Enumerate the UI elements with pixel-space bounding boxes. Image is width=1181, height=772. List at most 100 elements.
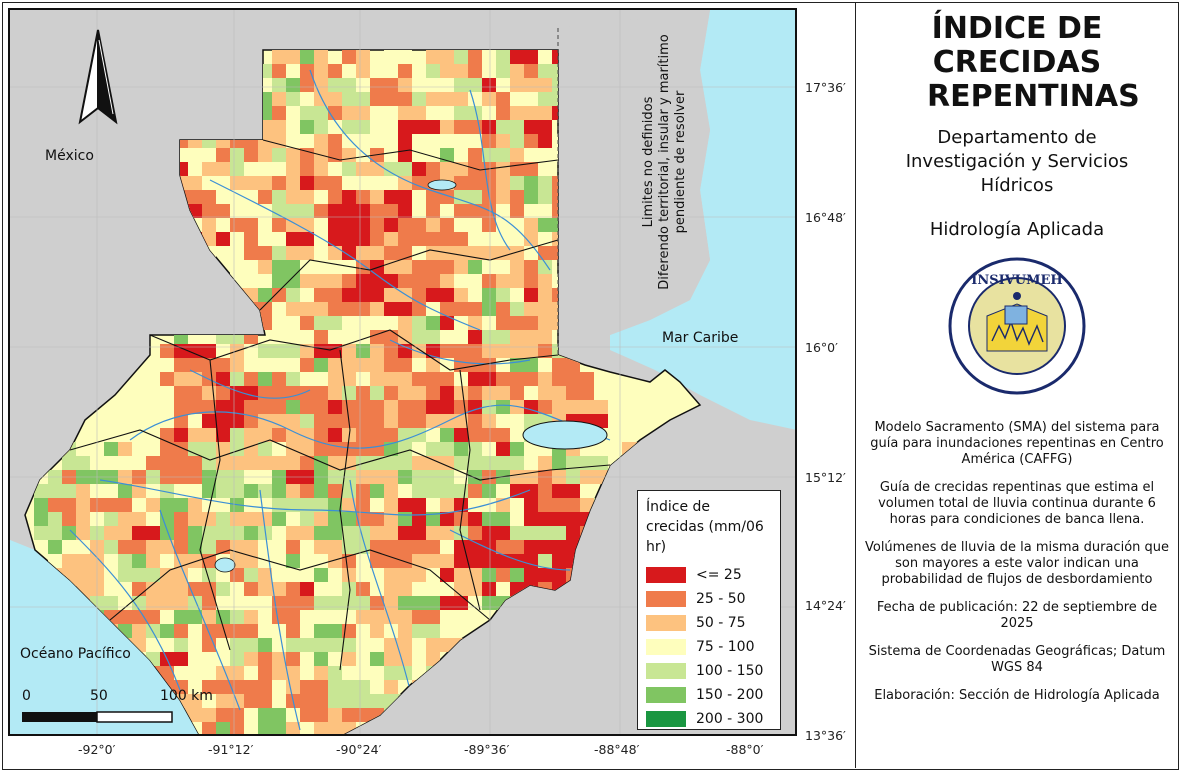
index-cell: [258, 540, 272, 554]
lat-tick: 16°0′: [805, 340, 838, 355]
guide-description: Guía de crecidas repentinas que estima e…: [878, 480, 1156, 527]
index-cell: [272, 218, 286, 232]
index-cell: [216, 274, 230, 302]
index-cell: [398, 64, 412, 78]
index-cell: [244, 106, 258, 120]
index-cell: [286, 722, 300, 736]
index-cell: [384, 246, 412, 260]
index-cell: [370, 638, 384, 652]
index-cell: [230, 92, 244, 106]
index-cell: [216, 50, 230, 64]
index-cell: [580, 498, 622, 512]
index-cell: [244, 232, 258, 260]
index-cell: [216, 78, 244, 92]
index-cell: [244, 582, 258, 596]
model-description: Modelo Sacramento (SMA) del sistema para…: [870, 420, 1164, 467]
index-cell: [272, 638, 286, 652]
index-cell: [356, 638, 370, 652]
volume-description: Volúmenes de lluvia de la misma duración…: [864, 540, 1170, 587]
index-cell: [482, 92, 496, 106]
river: [99, 479, 531, 516]
index-cell: [384, 484, 398, 498]
index-cell: [426, 232, 468, 246]
index-cell: [286, 512, 300, 526]
section-name: Hidrología Aplicada: [929, 219, 1105, 240]
index-cell: [454, 498, 468, 512]
index-cell: [468, 148, 482, 162]
index-cell: [328, 246, 342, 260]
index-cell: [524, 134, 538, 148]
index-cell: [482, 246, 496, 260]
legend-swatch: [646, 663, 686, 679]
lat-tick: 16°48′: [805, 210, 846, 225]
river: [349, 479, 411, 691]
index-cell: [356, 428, 370, 456]
legend-swatch: [646, 711, 686, 727]
index-cell: [342, 120, 370, 134]
index-cell: [202, 50, 230, 64]
map-panel[interactable]: México Mar Caribe Océano Pacífico 0 50 1…: [10, 10, 797, 736]
index-cell: [328, 414, 342, 428]
coordinate-system: Sistema de Coordenadas Geográficas; Datu…: [868, 644, 1166, 675]
index-cell: [454, 400, 468, 414]
index-cell: [244, 666, 258, 680]
index-cell: [370, 428, 384, 456]
north-arrow-icon: [78, 29, 118, 125]
index-cell: [342, 652, 356, 666]
index-cell: [272, 288, 286, 302]
legend-item: 25 - 50: [646, 587, 772, 611]
index-cell: [384, 722, 412, 736]
index-cell: [286, 582, 300, 596]
index-cell: [244, 78, 272, 92]
index-cell: [314, 540, 342, 554]
river: [259, 489, 301, 731]
index-cell: [34, 526, 48, 540]
index-cell: [258, 344, 300, 358]
index-cell: [272, 512, 286, 526]
index-cell: [174, 638, 188, 652]
index-cell: [356, 582, 370, 596]
index-cell: [594, 512, 608, 540]
index-cell: [272, 470, 286, 498]
index-cell: [202, 78, 230, 92]
index-cell: [594, 498, 622, 526]
legend-swatch: [646, 639, 686, 655]
index-cell: [258, 568, 272, 582]
lon-tick: -88°0′: [726, 742, 764, 757]
index-cell: [188, 666, 216, 680]
index-cell: [286, 372, 300, 386]
index-cell: [566, 386, 580, 400]
index-cell: [314, 120, 328, 134]
index-cell: [216, 722, 230, 736]
river: [389, 339, 531, 365]
index-cell: [286, 302, 300, 316]
map-canvas[interactable]: [10, 10, 797, 736]
index-cell: [216, 92, 244, 120]
index-cell: [132, 442, 160, 456]
index-cell: [580, 526, 608, 554]
index-cell: [426, 260, 440, 274]
graticule: [10, 10, 797, 736]
index-cell: [34, 456, 48, 484]
river: [159, 509, 241, 711]
index-cell: [188, 106, 230, 120]
index-cell: [426, 526, 454, 540]
index-cell: [258, 680, 272, 694]
index-cell: [426, 694, 440, 708]
index-cell: [174, 372, 202, 386]
index-cell: [398, 708, 440, 722]
index-cell: [272, 120, 286, 134]
river-network: [69, 69, 611, 731]
index-cell: [188, 78, 216, 92]
index-cell: [174, 78, 202, 106]
index-cell: [300, 78, 314, 92]
index-cell: [398, 428, 426, 442]
index-cell: [314, 190, 328, 204]
index-cell: [314, 722, 328, 736]
index-cell: [426, 638, 468, 652]
index-cell: [118, 596, 132, 610]
page-title: ÍNDICE DE CRECIDAS REPENTINAS: [927, 11, 1140, 114]
index-cell: [482, 50, 496, 64]
index-cell: [524, 582, 538, 596]
index-cell: [412, 540, 426, 554]
